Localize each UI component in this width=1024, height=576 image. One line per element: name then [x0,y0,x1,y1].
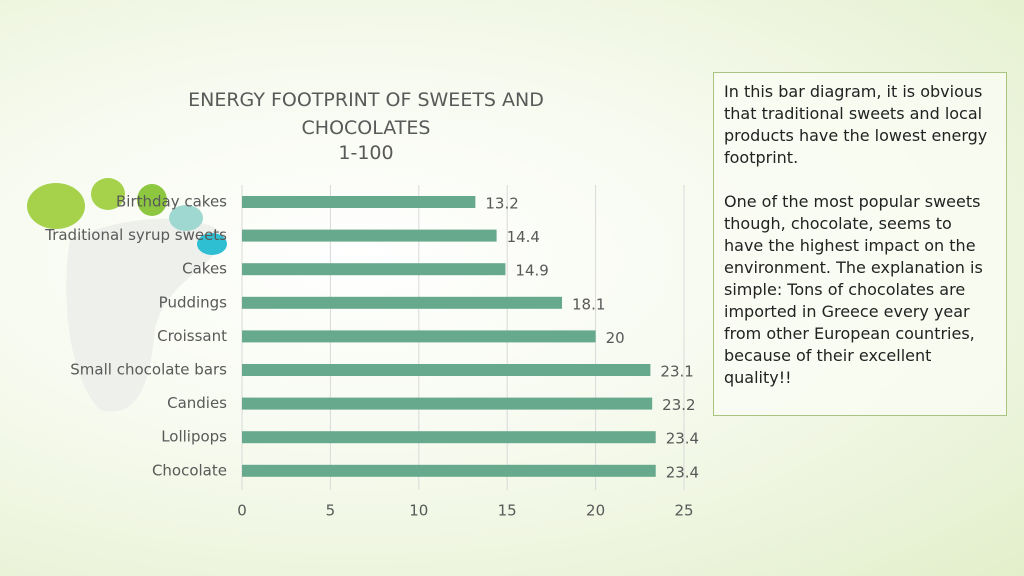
decoration [27,178,227,412]
paragraph: In this bar diagram, it is obvious that … [724,82,988,167]
chart-subtitle: 1-100 [338,142,394,164]
bar [242,263,506,276]
bar [242,364,651,376]
y-tick-label: Birthday cakes [116,193,227,211]
y-tick-label: Puddings [159,293,228,311]
x-tick-label: 5 [326,502,336,520]
data-label: 13.2 [485,195,518,213]
x-tick-label: 10 [409,502,428,520]
data-label: 23.1 [660,363,693,381]
y-tick-label: Croissant [157,327,227,345]
bar [242,397,653,410]
y-tick-label: Chocolate [152,461,227,479]
data-label: 18.1 [572,295,605,313]
y-tick-label: Candies [167,394,227,412]
chart-title: ENERGY FOOTPRINT OF SWEETS AND CHOCOLATE… [188,89,544,139]
y-tick-label: Lollipops [161,428,227,446]
x-tick-label: 20 [586,502,605,520]
bar [242,296,563,309]
bar [242,330,596,343]
x-tick-label: 15 [498,502,517,520]
bar [242,196,476,208]
data-label: 14.9 [515,262,548,280]
paragraph: One of the most popular sweets though, c… [724,192,983,387]
x-tick-label: 25 [674,502,693,520]
data-label: 23.4 [666,463,699,481]
bar [242,431,656,444]
y-tick-label: Traditional syrup sweets [44,226,227,244]
y-tick-label: Cakes [182,260,227,278]
data-label: 20 [606,329,625,347]
text-box: In this bar diagram, it is obvious that … [713,72,1007,416]
data-label: 14.4 [507,228,540,246]
x-tick-label: 0 [237,502,247,520]
bar [242,229,497,242]
y-tick-label: Small chocolate bars [70,361,227,379]
data-label: 23.2 [662,396,695,414]
data-label: 23.4 [666,430,699,448]
bar [242,464,656,477]
